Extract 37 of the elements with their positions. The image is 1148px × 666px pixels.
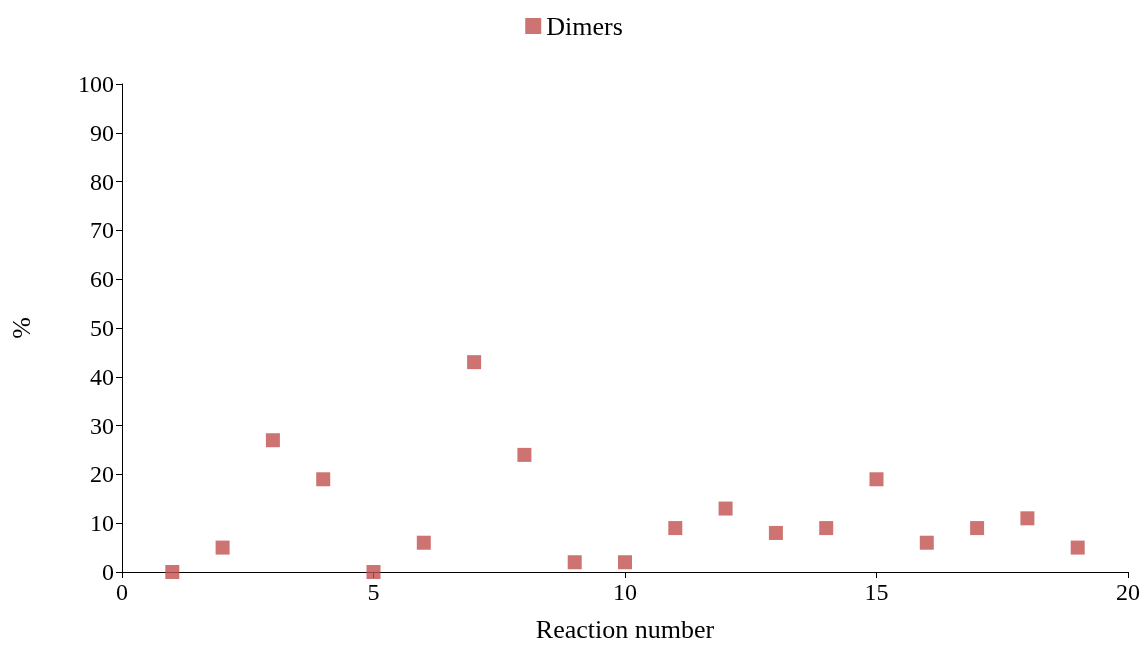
point (768, 525, 783, 540)
x-tick-label: 5 (367, 579, 380, 605)
y-tick-label: 100 (78, 71, 114, 97)
point (366, 565, 381, 579)
point (618, 555, 632, 570)
point (919, 535, 934, 550)
point (316, 472, 331, 487)
point (517, 447, 532, 462)
point (1020, 511, 1035, 526)
x-tick-label: 20 (1116, 579, 1140, 605)
x-tick-label: 10 (613, 579, 637, 605)
x-axis-title: Reaction number (535, 614, 715, 644)
y-tick-label: 60 (90, 266, 114, 293)
y-tick-label: 80 (90, 168, 114, 195)
point (819, 521, 834, 536)
y-tick-label: 30 (90, 412, 114, 439)
point (567, 555, 582, 570)
y-tick-label: 40 (90, 363, 114, 390)
y-axis-title: % (6, 317, 36, 339)
x-tick-label: 15 (864, 579, 889, 605)
y-tick-label: 70 (90, 217, 114, 244)
point (668, 521, 683, 536)
y-tick-label: 90 (90, 119, 114, 146)
y-tick-label: 20 (90, 461, 114, 488)
y-tick-label: 50 (90, 315, 114, 341)
legend-label: Dimers (546, 11, 623, 41)
y-tick-label: 0 (102, 559, 114, 585)
point (869, 472, 884, 487)
point (416, 535, 431, 550)
point (467, 355, 482, 370)
y-tick-label: 10 (90, 510, 114, 537)
point (718, 501, 733, 516)
point (1070, 540, 1085, 555)
point (265, 433, 280, 448)
point (215, 540, 230, 555)
point (970, 521, 985, 536)
point (165, 565, 180, 579)
